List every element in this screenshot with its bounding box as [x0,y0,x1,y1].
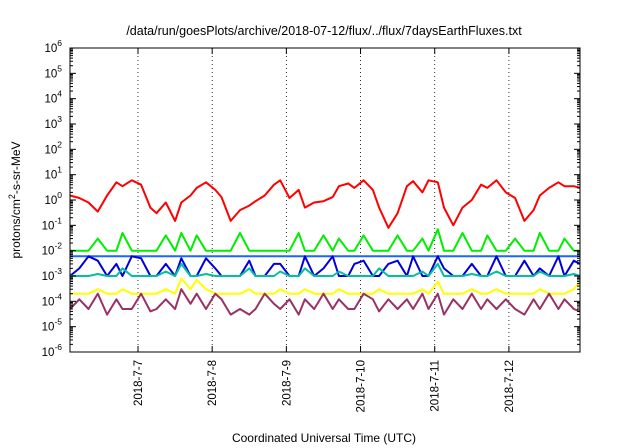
series-line-4 [69,255,581,277]
x-tick-label: 2018-7-12 [504,360,516,412]
y-tick-label: 104 [44,89,62,106]
y-tick-label: 100 [44,190,62,207]
y-tick-label: 10-5 [42,317,63,334]
series-line-1 [69,179,581,229]
chart-title: /data/run/goesPlots/archive/2018-07-12/f… [126,24,522,38]
y-tick-label: 10-6 [42,342,63,359]
y-tick-label: 106 [44,38,62,55]
y-tick-label: 103 [44,114,62,131]
data-series [69,179,581,316]
x-tick-label: 2018-7-9 [281,360,293,406]
y-tick-label: 10-1 [42,215,63,232]
x-tick-label: 2018-7-8 [207,360,219,406]
y-tick-label: 102 [44,139,62,156]
grid-lines [137,48,510,352]
series-line-2 [70,228,580,252]
x-axis-label: Coordinated Universal Time (UTC) [232,431,416,445]
y-tick-label: 105 [44,63,62,80]
axes: 2018-7-7 2018-7-8 2018-7-9 2018-7-10 2018-7-… [42,38,580,412]
y-tick-label: 10-3 [42,266,63,283]
series-line-6 [70,277,581,295]
y-tick-label: 10-2 [42,241,63,258]
x-tick-label: 2018-7-10 [356,360,368,412]
x-tick-label: 2018-7-11 [430,360,442,412]
y-axis-label: protons/cm2-s-sr-MeV [7,141,23,258]
series-line-5 [70,262,581,277]
y-tick-label: 101 [44,165,62,182]
y-tick-label: 10-4 [42,291,63,308]
series-line-7 [69,288,581,316]
x-tick-label: 2018-7-7 [133,360,145,406]
